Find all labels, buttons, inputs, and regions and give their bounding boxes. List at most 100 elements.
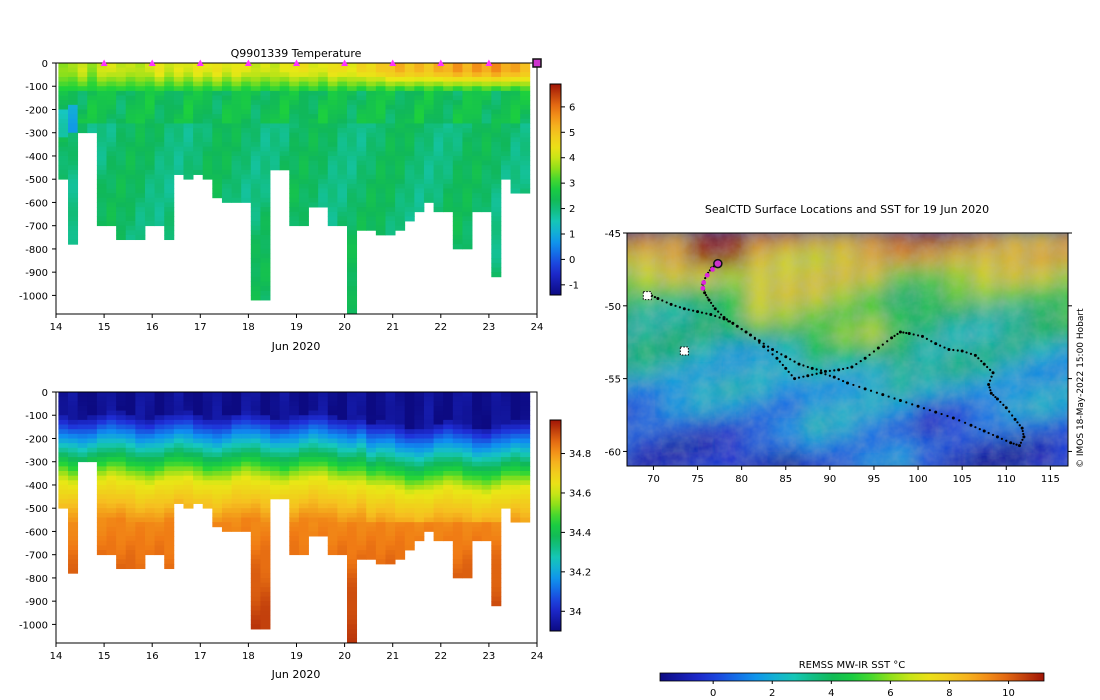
temperature-cell (173, 132, 184, 138)
salinity-cell (260, 429, 271, 435)
temperature-cell (154, 63, 165, 69)
temperature-cell (260, 211, 271, 217)
salinity-cell (491, 429, 502, 435)
salinity-cell (375, 554, 386, 560)
temperature-cell (462, 81, 473, 87)
salinity-cell (318, 471, 329, 477)
track-point (850, 365, 854, 369)
salinity-cell (510, 452, 521, 458)
temperature-cell (298, 142, 309, 148)
salinity-cell (260, 540, 271, 546)
salinity-cell (347, 489, 358, 495)
temperature-cell (491, 137, 502, 143)
salinity-cell (395, 489, 406, 495)
temperature-cell (347, 109, 358, 115)
salinity-cell (462, 433, 473, 439)
temperature-cell (385, 197, 396, 203)
track-point (973, 353, 977, 357)
temperature-cell (443, 72, 454, 78)
salinity-cell (279, 452, 290, 458)
temperature-cell (202, 123, 213, 129)
salinity-cell (135, 424, 146, 430)
temperature-cell (154, 197, 165, 203)
temperature-cell (289, 197, 300, 203)
temperature-cell (260, 230, 271, 236)
temperature-cell (491, 174, 502, 180)
temperature-cell (221, 193, 232, 199)
temperature-cell (144, 95, 156, 101)
salinity-cell (337, 401, 348, 407)
salinity-cell (375, 443, 386, 449)
temperature-cell (164, 230, 175, 236)
salinity-cell (452, 438, 463, 444)
temperature-cell (289, 95, 300, 101)
salinity-cell (241, 438, 252, 444)
temperature-cell (452, 239, 463, 245)
temperature-cell (385, 118, 396, 124)
temperature-cell (212, 165, 223, 171)
temperature-cell (96, 169, 107, 175)
temperature-cell (154, 146, 165, 152)
temperature-cell (77, 128, 88, 134)
salinity-cell (414, 494, 425, 500)
salinity-cell (433, 405, 444, 411)
salinity-cell (395, 531, 406, 537)
temperature-cell (481, 109, 492, 115)
temperature-cell (289, 67, 300, 73)
salinity-cell (462, 475, 473, 481)
temperature-cell (395, 160, 406, 166)
salinity-cell (135, 433, 146, 439)
temperature-cell (183, 146, 194, 152)
salinity-cell (116, 489, 127, 495)
salinity-cell (423, 526, 434, 532)
temperature-cell (385, 188, 396, 194)
salinity-cell (298, 457, 309, 463)
temperature-cell (289, 132, 300, 138)
temperature-cell (250, 197, 261, 203)
salinity-cell (202, 466, 213, 472)
track-point (916, 334, 920, 337)
salinity-cell (375, 503, 386, 509)
temperature-cell (260, 72, 271, 78)
temperature-cell (250, 272, 261, 278)
salinity-cell (183, 489, 194, 495)
salinity-cell (385, 401, 396, 407)
temperature-cell (173, 151, 184, 157)
temperature-cell (433, 137, 444, 143)
temperature-cell (462, 216, 473, 222)
temperature-cell (443, 202, 454, 208)
salinity-cell (77, 433, 88, 439)
salinity-cell (375, 517, 386, 523)
track-point (881, 393, 885, 397)
salinity-cell (231, 461, 242, 467)
salinity-cell (395, 433, 406, 439)
salinity-cell (116, 484, 127, 491)
temperature-cell (212, 142, 223, 148)
temperature-cell (366, 128, 377, 134)
salinity-cell (58, 447, 69, 453)
salinity-cell (58, 424, 69, 430)
salinity-cell (68, 475, 79, 481)
track-point (819, 369, 823, 372)
temperature-cell (135, 67, 146, 73)
temperature-cell (260, 155, 271, 162)
temperature-cell (414, 123, 425, 129)
salinity-cell (135, 452, 146, 458)
salinity-cell (375, 526, 386, 532)
temperature-cell (298, 197, 309, 203)
temperature-cell (154, 109, 165, 115)
salinity-cell (327, 526, 338, 532)
salinity-cell (308, 457, 319, 463)
temperature-cell (96, 76, 107, 82)
salinity-cell (58, 489, 69, 495)
salinity-cell (462, 526, 473, 532)
temperature-cell (395, 216, 406, 222)
salinity-cell (308, 461, 319, 467)
salinity-cell (241, 498, 252, 504)
salinity-cell (481, 503, 492, 509)
track-point (744, 330, 748, 334)
temperature-cell (481, 142, 492, 148)
temperature-x-tick-label: 23 (483, 322, 496, 333)
temperature-cell (96, 221, 107, 227)
temperature-cell (500, 146, 511, 152)
